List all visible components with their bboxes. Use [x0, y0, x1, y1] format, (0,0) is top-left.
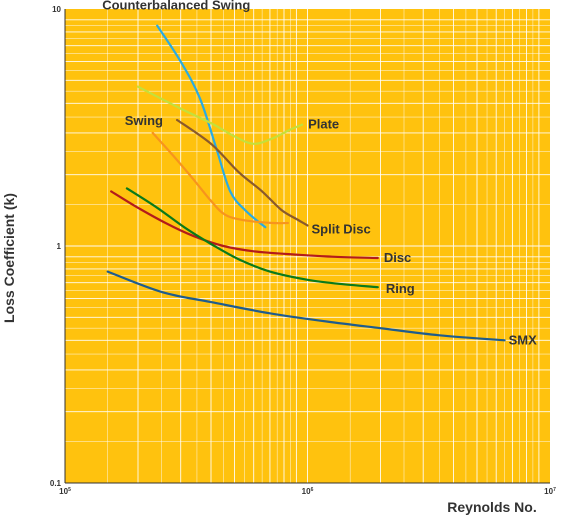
x-axis-label: Reynolds No. [447, 499, 536, 515]
y-tick-label: 10 [52, 5, 61, 14]
y-tick-label: 1 [57, 242, 62, 251]
series-label-swing: Swing [125, 113, 163, 128]
grid-major [65, 9, 550, 483]
series-label-split-disc: Split Disc [312, 222, 371, 237]
x-tick-label: 107 [544, 487, 556, 496]
series-label-smx: SMX [509, 332, 537, 347]
x-tick-label: 106 [302, 487, 314, 496]
series-label-disc: Disc [384, 250, 411, 265]
x-tick-label: 105 [59, 487, 71, 496]
y-axis-label: Loss Coefficient (k) [1, 193, 17, 323]
series-label-counterbalanced-swing: Counterbalanced Swing [102, 0, 250, 13]
series-label-plate: Plate [308, 117, 339, 132]
series-label-ring: Ring [386, 281, 415, 296]
